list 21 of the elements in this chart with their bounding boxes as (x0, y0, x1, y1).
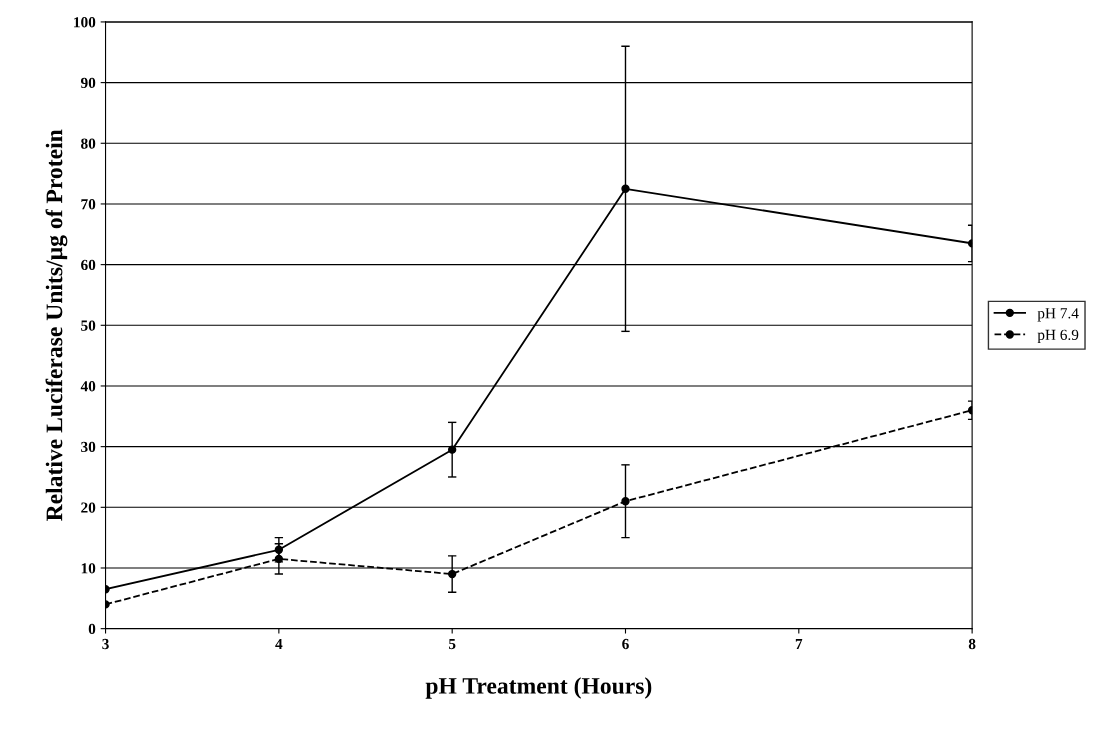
x-tick-label: 7 (795, 638, 803, 649)
y-tick-label: 30 (81, 441, 96, 453)
y-tick-label: 50 (81, 320, 96, 331)
y-tick-label: 90 (80, 77, 96, 89)
x-tick-label: 8 (968, 638, 976, 650)
x-tick-label: 5 (448, 638, 456, 650)
x-tick-label: 4 (275, 638, 283, 649)
y-tick-label: 0 (88, 623, 96, 635)
y-axis-title: Relative Luciferase Units/µg of Protein (45, 129, 68, 521)
y-tick-label: 70 (81, 199, 96, 210)
legend-label: pH 7.4 (1037, 308, 1079, 322)
y-tick-label: 60 (81, 259, 96, 271)
x-axis-title: pH Treatment (Hours) (425, 677, 652, 699)
y-tick-label: 80 (81, 138, 96, 149)
y-tick-label: 20 (81, 502, 96, 513)
y-tick-label: 40 (80, 381, 96, 392)
y-tick-label: 10 (81, 563, 96, 574)
x-tick-label: 3 (102, 638, 109, 650)
legend-label: pH 6.9 (1037, 329, 1079, 344)
y-tick-label: 100 (74, 17, 96, 28)
x-tick-label: 6 (622, 638, 629, 650)
